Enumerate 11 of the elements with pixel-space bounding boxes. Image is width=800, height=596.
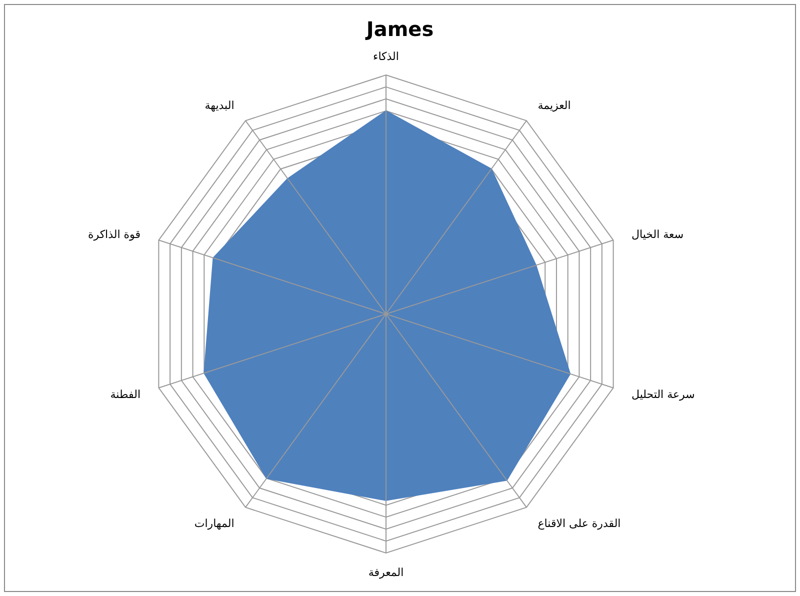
spoke-label: الذكاء <box>373 50 399 63</box>
chart-title: James <box>364 17 434 41</box>
spoke-label: سرعة التحليل <box>631 388 695 401</box>
spoke-label: سعة الخيال <box>631 228 684 242</box>
spoke-label: العزيمة <box>538 99 571 112</box>
spoke-label: البديهة <box>204 99 234 112</box>
spoke-label: المعرفة <box>368 566 404 580</box>
spoke-label: الفطنة <box>110 388 141 401</box>
spoke-label: المهارات <box>194 516 234 530</box>
spoke-label: قوة الذاكرة <box>88 228 141 242</box>
spoke-label: القدرة على الاقناع <box>538 516 621 530</box>
